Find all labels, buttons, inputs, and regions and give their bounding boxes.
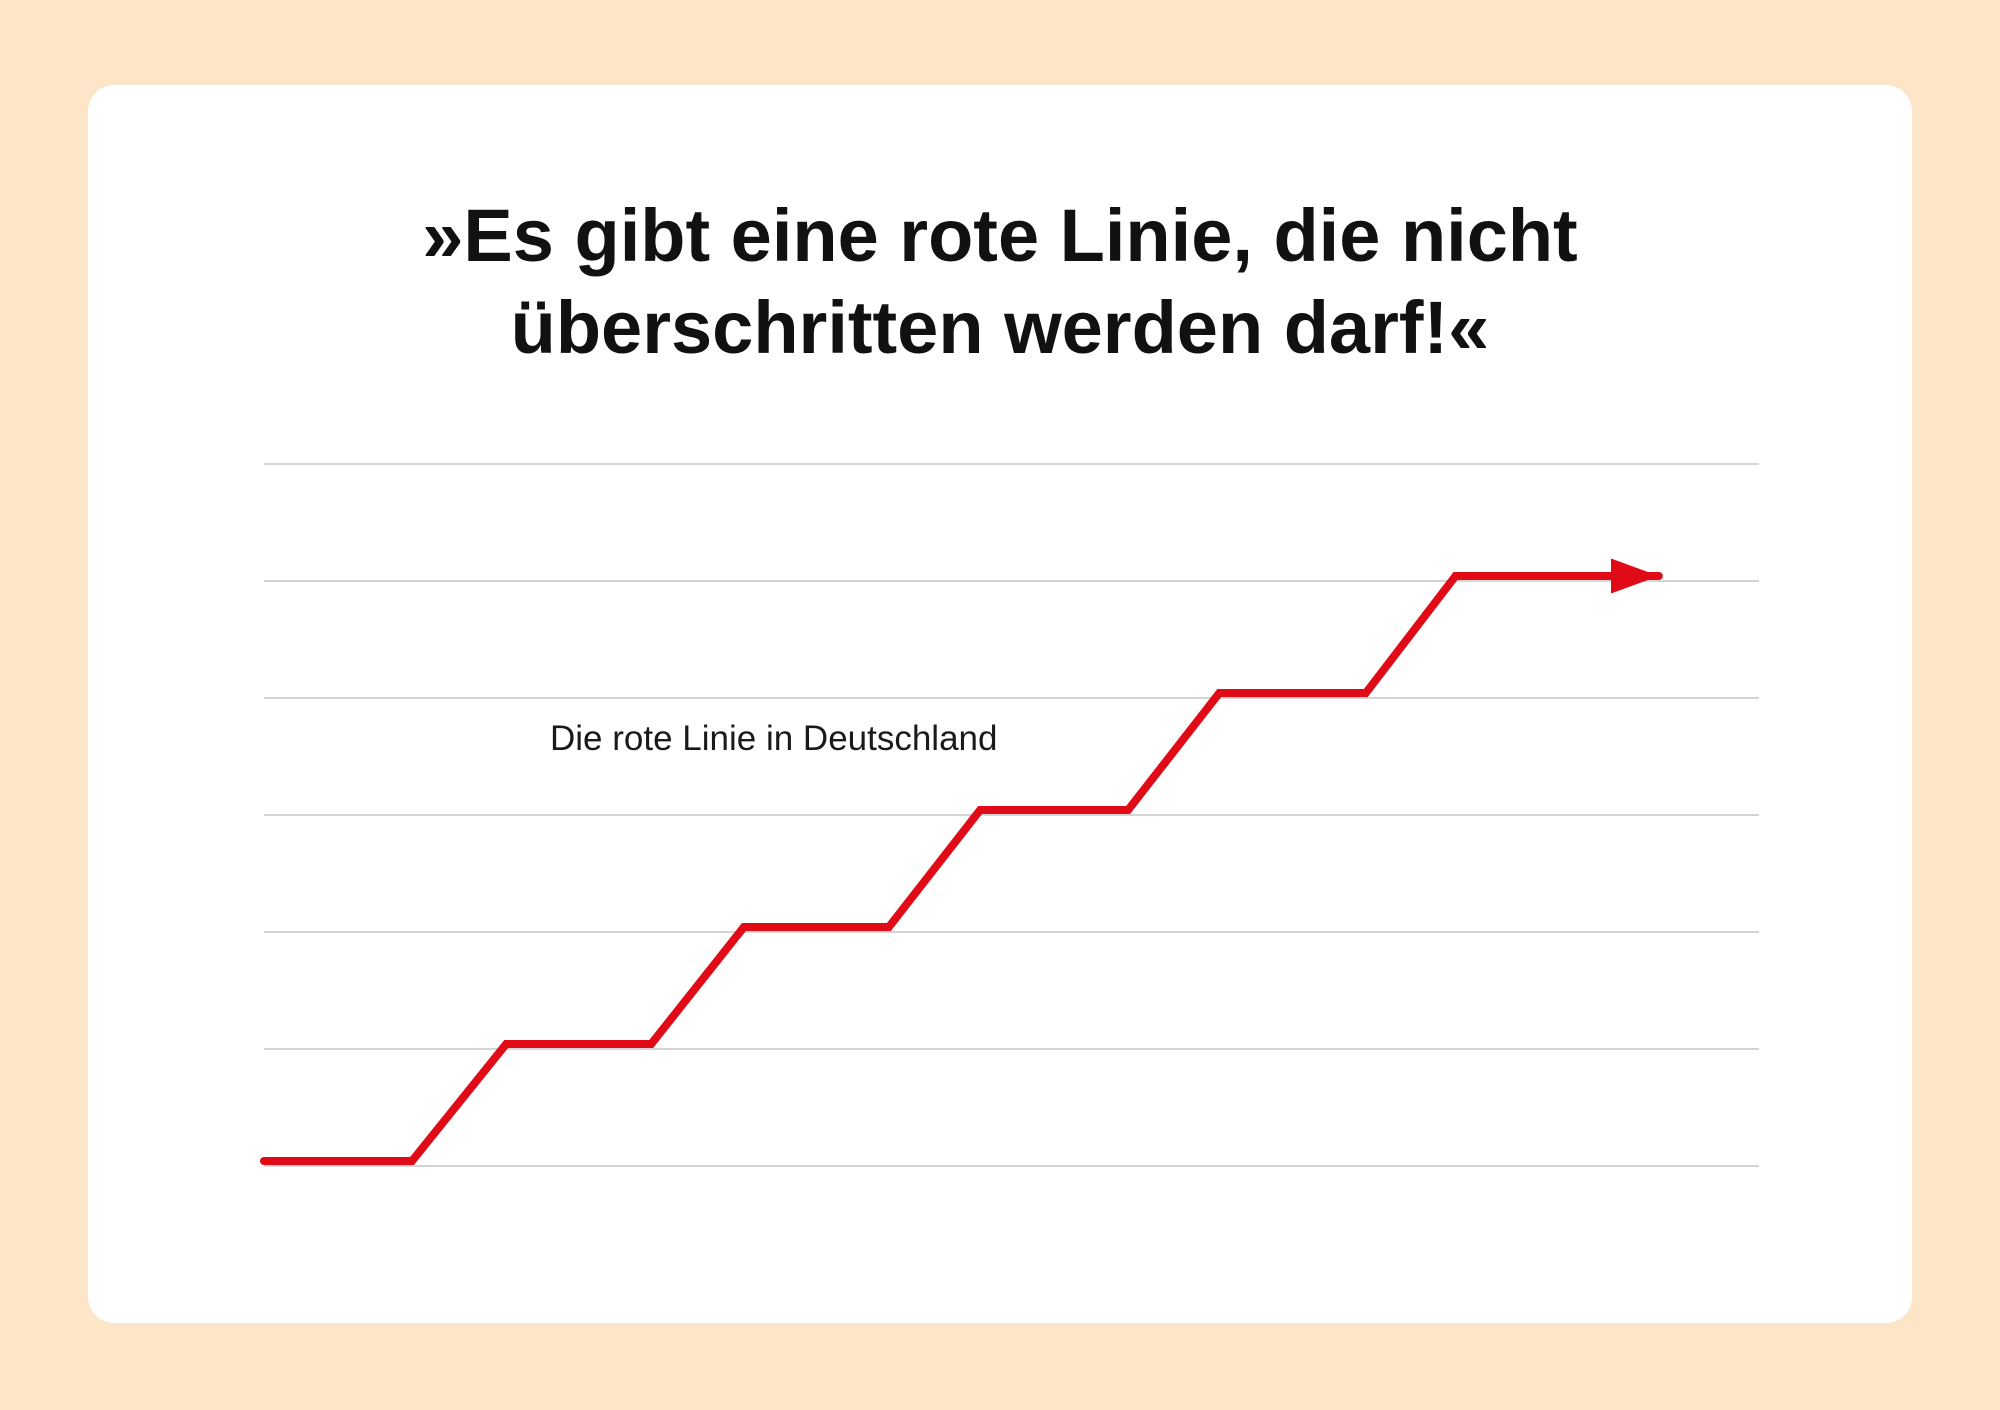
card [88, 85, 1912, 1323]
red-line [260, 558, 1663, 1165]
annotation: Die rote Linie in Deutschland [550, 719, 997, 758]
chart-title: »Es gibt eine rote Linie, die nicht über… [422, 194, 1578, 369]
